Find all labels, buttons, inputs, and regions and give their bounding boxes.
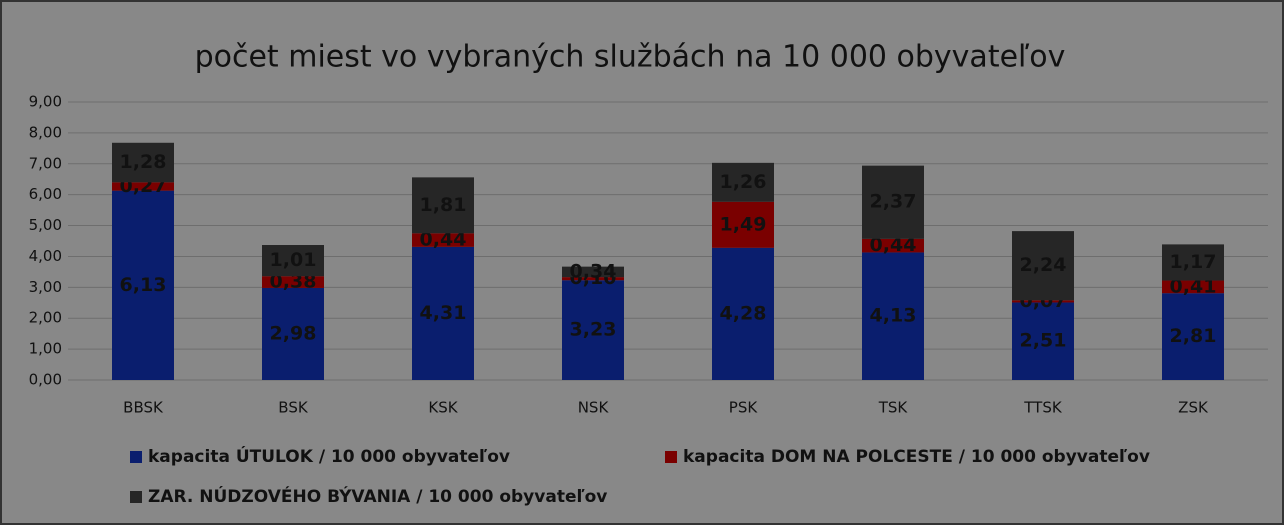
bar-segment <box>112 142 174 183</box>
x-tick-label: BSK <box>278 399 309 417</box>
y-tick-label: 6,00 <box>29 185 62 203</box>
bar-segment <box>412 233 474 247</box>
bar-segment <box>112 182 174 191</box>
x-tick-label: KSK <box>428 399 458 417</box>
legend-label: kapacita DOM NA POLCESTE / 10 000 obyvat… <box>683 447 1150 467</box>
data-label: 1,17 <box>1170 251 1217 273</box>
y-tick-label: 8,00 <box>29 123 62 141</box>
bar-segment <box>562 277 624 281</box>
legend-swatch <box>665 451 677 463</box>
y-tick-label: 2,00 <box>29 309 62 327</box>
data-label: 2,51 <box>1020 330 1067 352</box>
data-label: 1,28 <box>120 151 167 173</box>
data-label: 1,81 <box>420 194 467 216</box>
data-label: 2,81 <box>1170 325 1217 347</box>
y-tick-label: 1,00 <box>29 340 62 358</box>
data-label: 1,26 <box>720 171 767 193</box>
data-label: 1,49 <box>720 213 767 235</box>
y-tick-label: 7,00 <box>29 154 62 172</box>
y-tick-label: 0,00 <box>29 371 62 389</box>
bar-segment <box>712 162 774 202</box>
y-tick-label: 5,00 <box>29 216 62 234</box>
data-label: 0,44 <box>870 234 917 256</box>
bar-segment <box>1012 300 1074 303</box>
x-tick-label: ZSK <box>1178 399 1209 417</box>
data-label: 4,13 <box>870 305 917 327</box>
data-label: 0,44 <box>420 229 467 251</box>
y-tick-label: 3,00 <box>29 278 62 296</box>
bar-segment <box>1162 244 1224 281</box>
data-label: 4,28 <box>720 302 767 324</box>
y-tick-label: 9,00 <box>29 93 62 111</box>
data-label: 2,24 <box>1020 254 1067 276</box>
bar-segment <box>712 247 774 380</box>
legend-swatch <box>130 491 142 503</box>
bar-segment <box>712 201 774 248</box>
bar-segment <box>412 246 474 380</box>
data-label: 2,37 <box>870 191 917 213</box>
bar-segment <box>1162 293 1224 380</box>
data-label: 0,41 <box>1170 275 1217 297</box>
legend-label: ZAR. NÚDZOVÉHO BÝVANIA / 10 000 obyvateľ… <box>148 485 607 507</box>
chart-title: počet miest vo vybraných službách na 10 … <box>195 40 1066 75</box>
legend-swatch <box>130 451 142 463</box>
legend-label: kapacita ÚTULOK / 10 000 obyvateľov <box>148 445 510 467</box>
x-tick-label: PSK <box>729 399 759 417</box>
data-label: 6,13 <box>120 274 167 296</box>
bar-segment <box>1162 280 1224 294</box>
bar-segment <box>562 266 624 278</box>
x-tick-label: BBSK <box>123 399 164 417</box>
bar-segment <box>862 165 924 239</box>
bar-segment <box>262 287 324 380</box>
data-label: 1,01 <box>270 249 317 271</box>
data-label: 4,31 <box>420 302 467 324</box>
bar-segment <box>262 245 324 277</box>
bar-segment <box>262 276 324 288</box>
x-tick-label: NSK <box>578 399 610 417</box>
data-label: 0,34 <box>570 260 617 282</box>
x-tick-label: TSK <box>878 399 909 417</box>
bar-segment <box>112 190 174 380</box>
data-label: 2,98 <box>270 322 317 344</box>
bar-segment <box>562 280 624 380</box>
data-label: 3,23 <box>570 319 617 341</box>
bar-segment <box>862 252 924 380</box>
bar-segment <box>1012 302 1074 380</box>
bar-segment <box>412 177 474 234</box>
x-tick-label: TTSK <box>1023 399 1063 417</box>
bar-segment <box>1012 231 1074 301</box>
y-tick-label: 4,00 <box>29 247 62 265</box>
bar-segment <box>862 238 924 253</box>
